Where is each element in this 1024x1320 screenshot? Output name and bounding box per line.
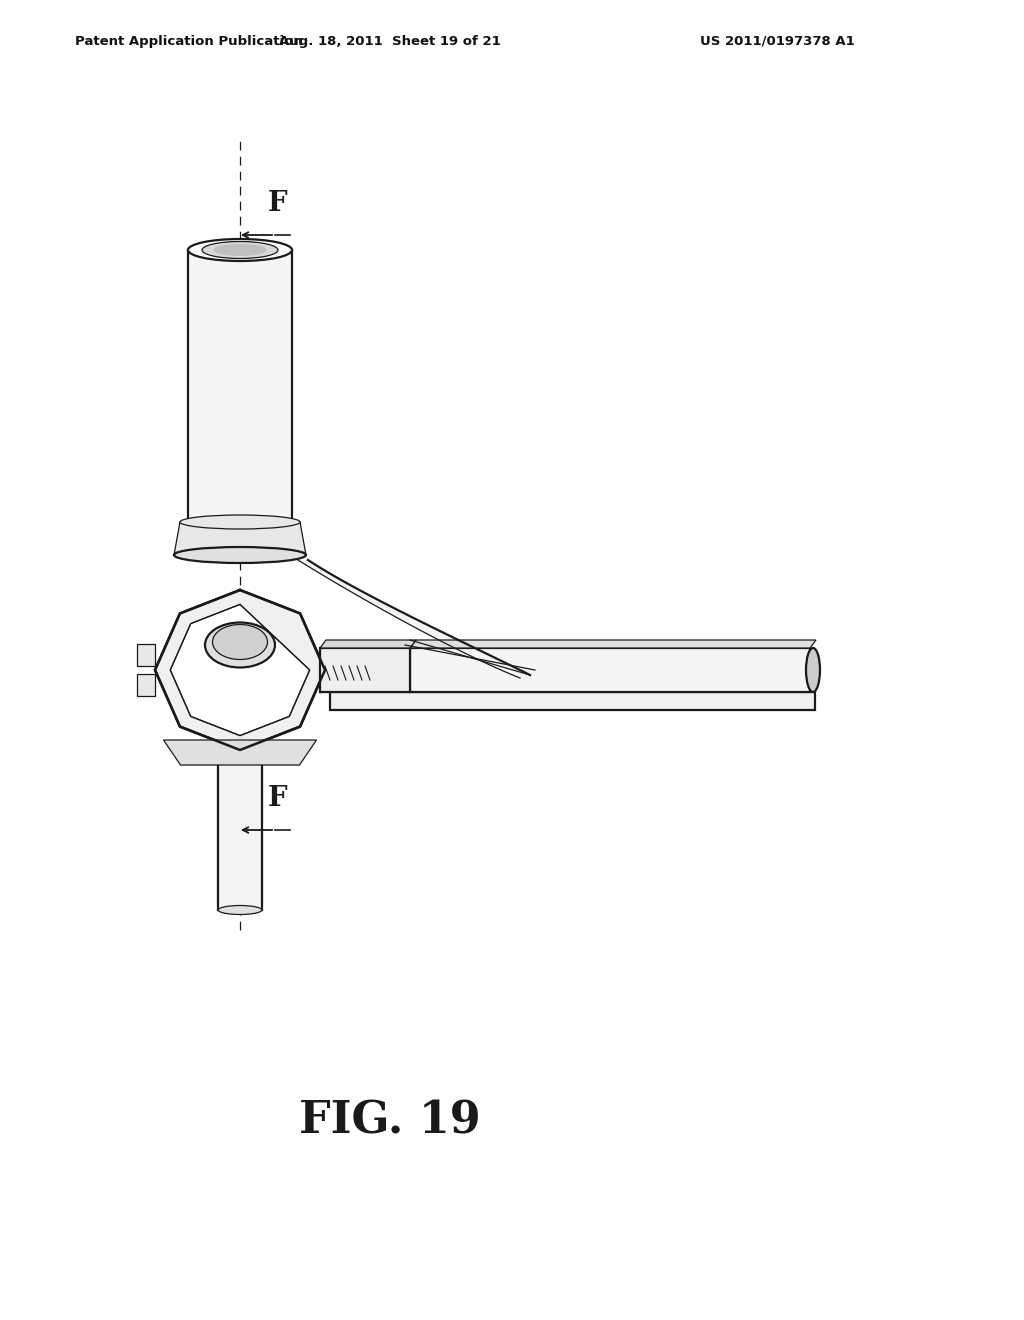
Polygon shape bbox=[164, 741, 316, 766]
Ellipse shape bbox=[213, 624, 267, 660]
Text: Patent Application Publication: Patent Application Publication bbox=[75, 36, 303, 48]
Ellipse shape bbox=[174, 546, 306, 564]
Polygon shape bbox=[410, 640, 816, 648]
Text: Aug. 18, 2011  Sheet 19 of 21: Aug. 18, 2011 Sheet 19 of 21 bbox=[280, 36, 501, 48]
Polygon shape bbox=[170, 605, 309, 735]
Ellipse shape bbox=[205, 623, 275, 668]
Polygon shape bbox=[174, 521, 306, 554]
Polygon shape bbox=[137, 644, 155, 667]
Text: US 2011/0197378 A1: US 2011/0197378 A1 bbox=[700, 36, 855, 48]
Ellipse shape bbox=[180, 515, 300, 529]
Polygon shape bbox=[155, 590, 325, 750]
Text: FIG. 19: FIG. 19 bbox=[299, 1100, 481, 1143]
Polygon shape bbox=[319, 640, 416, 648]
Polygon shape bbox=[410, 648, 810, 692]
Polygon shape bbox=[218, 755, 262, 909]
Ellipse shape bbox=[188, 521, 292, 539]
Ellipse shape bbox=[218, 906, 262, 915]
Ellipse shape bbox=[213, 244, 266, 256]
Polygon shape bbox=[330, 692, 815, 710]
Polygon shape bbox=[188, 249, 292, 531]
Polygon shape bbox=[319, 648, 410, 692]
Text: F: F bbox=[268, 785, 288, 812]
Ellipse shape bbox=[188, 239, 292, 261]
Ellipse shape bbox=[806, 648, 820, 692]
Ellipse shape bbox=[218, 751, 262, 759]
Polygon shape bbox=[298, 560, 530, 678]
Ellipse shape bbox=[202, 242, 278, 259]
Polygon shape bbox=[137, 675, 155, 696]
Text: F: F bbox=[268, 190, 288, 216]
